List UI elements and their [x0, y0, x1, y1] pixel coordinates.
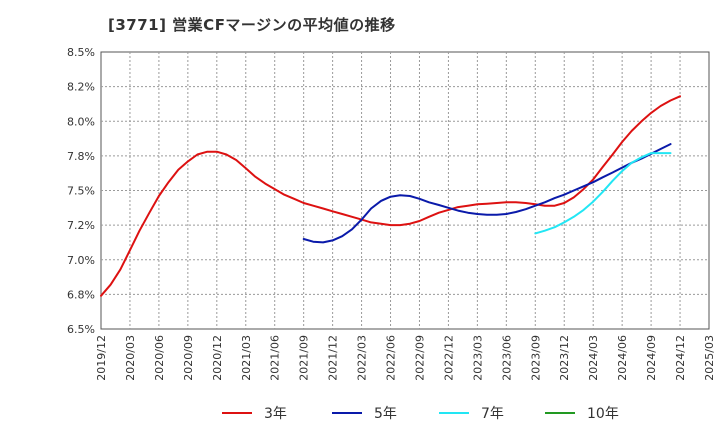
x-tick-label: 2024/03: [587, 335, 600, 381]
y-tick-label: 6.5%: [67, 323, 95, 336]
x-tick-label: 2020/12: [211, 335, 224, 381]
series-line-0: [100, 95, 681, 297]
legend-label-1: 5年: [374, 406, 397, 422]
x-tick-label: 2024/12: [674, 335, 687, 381]
series-lines: [100, 95, 681, 297]
x-tick-label: 2024/09: [645, 335, 658, 381]
y-tick-label: 6.8%: [67, 288, 95, 301]
legend-label-3: 10年: [587, 406, 619, 422]
y-tick-label: 8.2%: [67, 81, 95, 94]
x-axis-ticks: 2019/12 2020/03 2020/06 2020/09 2020/12 2021/…: [95, 335, 716, 381]
x-tick-label: 2019/12: [95, 335, 108, 381]
legend-label-2: 7年: [481, 406, 504, 422]
y-tick-label: 7.8%: [67, 150, 95, 163]
y-tick-label: 7.2%: [67, 219, 95, 232]
x-tick-label: 2020/03: [124, 335, 137, 381]
x-tick-label: 2022/09: [413, 335, 426, 381]
x-tick-label: 2021/06: [269, 335, 282, 381]
y-tick-label: 7.0%: [67, 254, 95, 267]
x-tick-label: 2023/12: [558, 335, 571, 381]
x-tick-label: 2021/12: [327, 335, 340, 381]
x-tick-label: 2021/03: [240, 335, 253, 381]
legend: 3年 5年 7年 10年: [222, 406, 619, 422]
series-line-2: [534, 152, 672, 235]
chart-title: [3771] 営業CFマージンの平均値の推移: [108, 16, 396, 34]
legend-label-0: 3年: [264, 406, 287, 422]
y-axis-ticks: 6.5% 6.8% 7.0% 7.2% 7.5% 7.8% 8.0% 8.2% 8.5%: [67, 46, 95, 336]
x-tick-label: 2022/06: [385, 335, 398, 381]
x-tick-label: 2021/09: [298, 335, 311, 381]
x-tick-label: 2020/09: [182, 335, 195, 381]
x-tick-label: 2024/06: [616, 335, 629, 381]
y-tick-label: 7.5%: [67, 185, 95, 198]
series-line-1: [302, 143, 672, 244]
x-tick-label: 2025/03: [703, 335, 716, 381]
x-tick-label: 2020/06: [153, 335, 166, 381]
x-tick-label: 2023/03: [471, 335, 484, 381]
y-tick-label: 8.5%: [67, 46, 95, 59]
x-tick-label: 2022/12: [442, 335, 455, 381]
y-tick-label: 8.0%: [67, 115, 95, 128]
x-tick-label: 2022/03: [356, 335, 369, 381]
x-tick-label: 2023/06: [500, 335, 513, 381]
x-tick-label: 2023/09: [529, 335, 542, 381]
